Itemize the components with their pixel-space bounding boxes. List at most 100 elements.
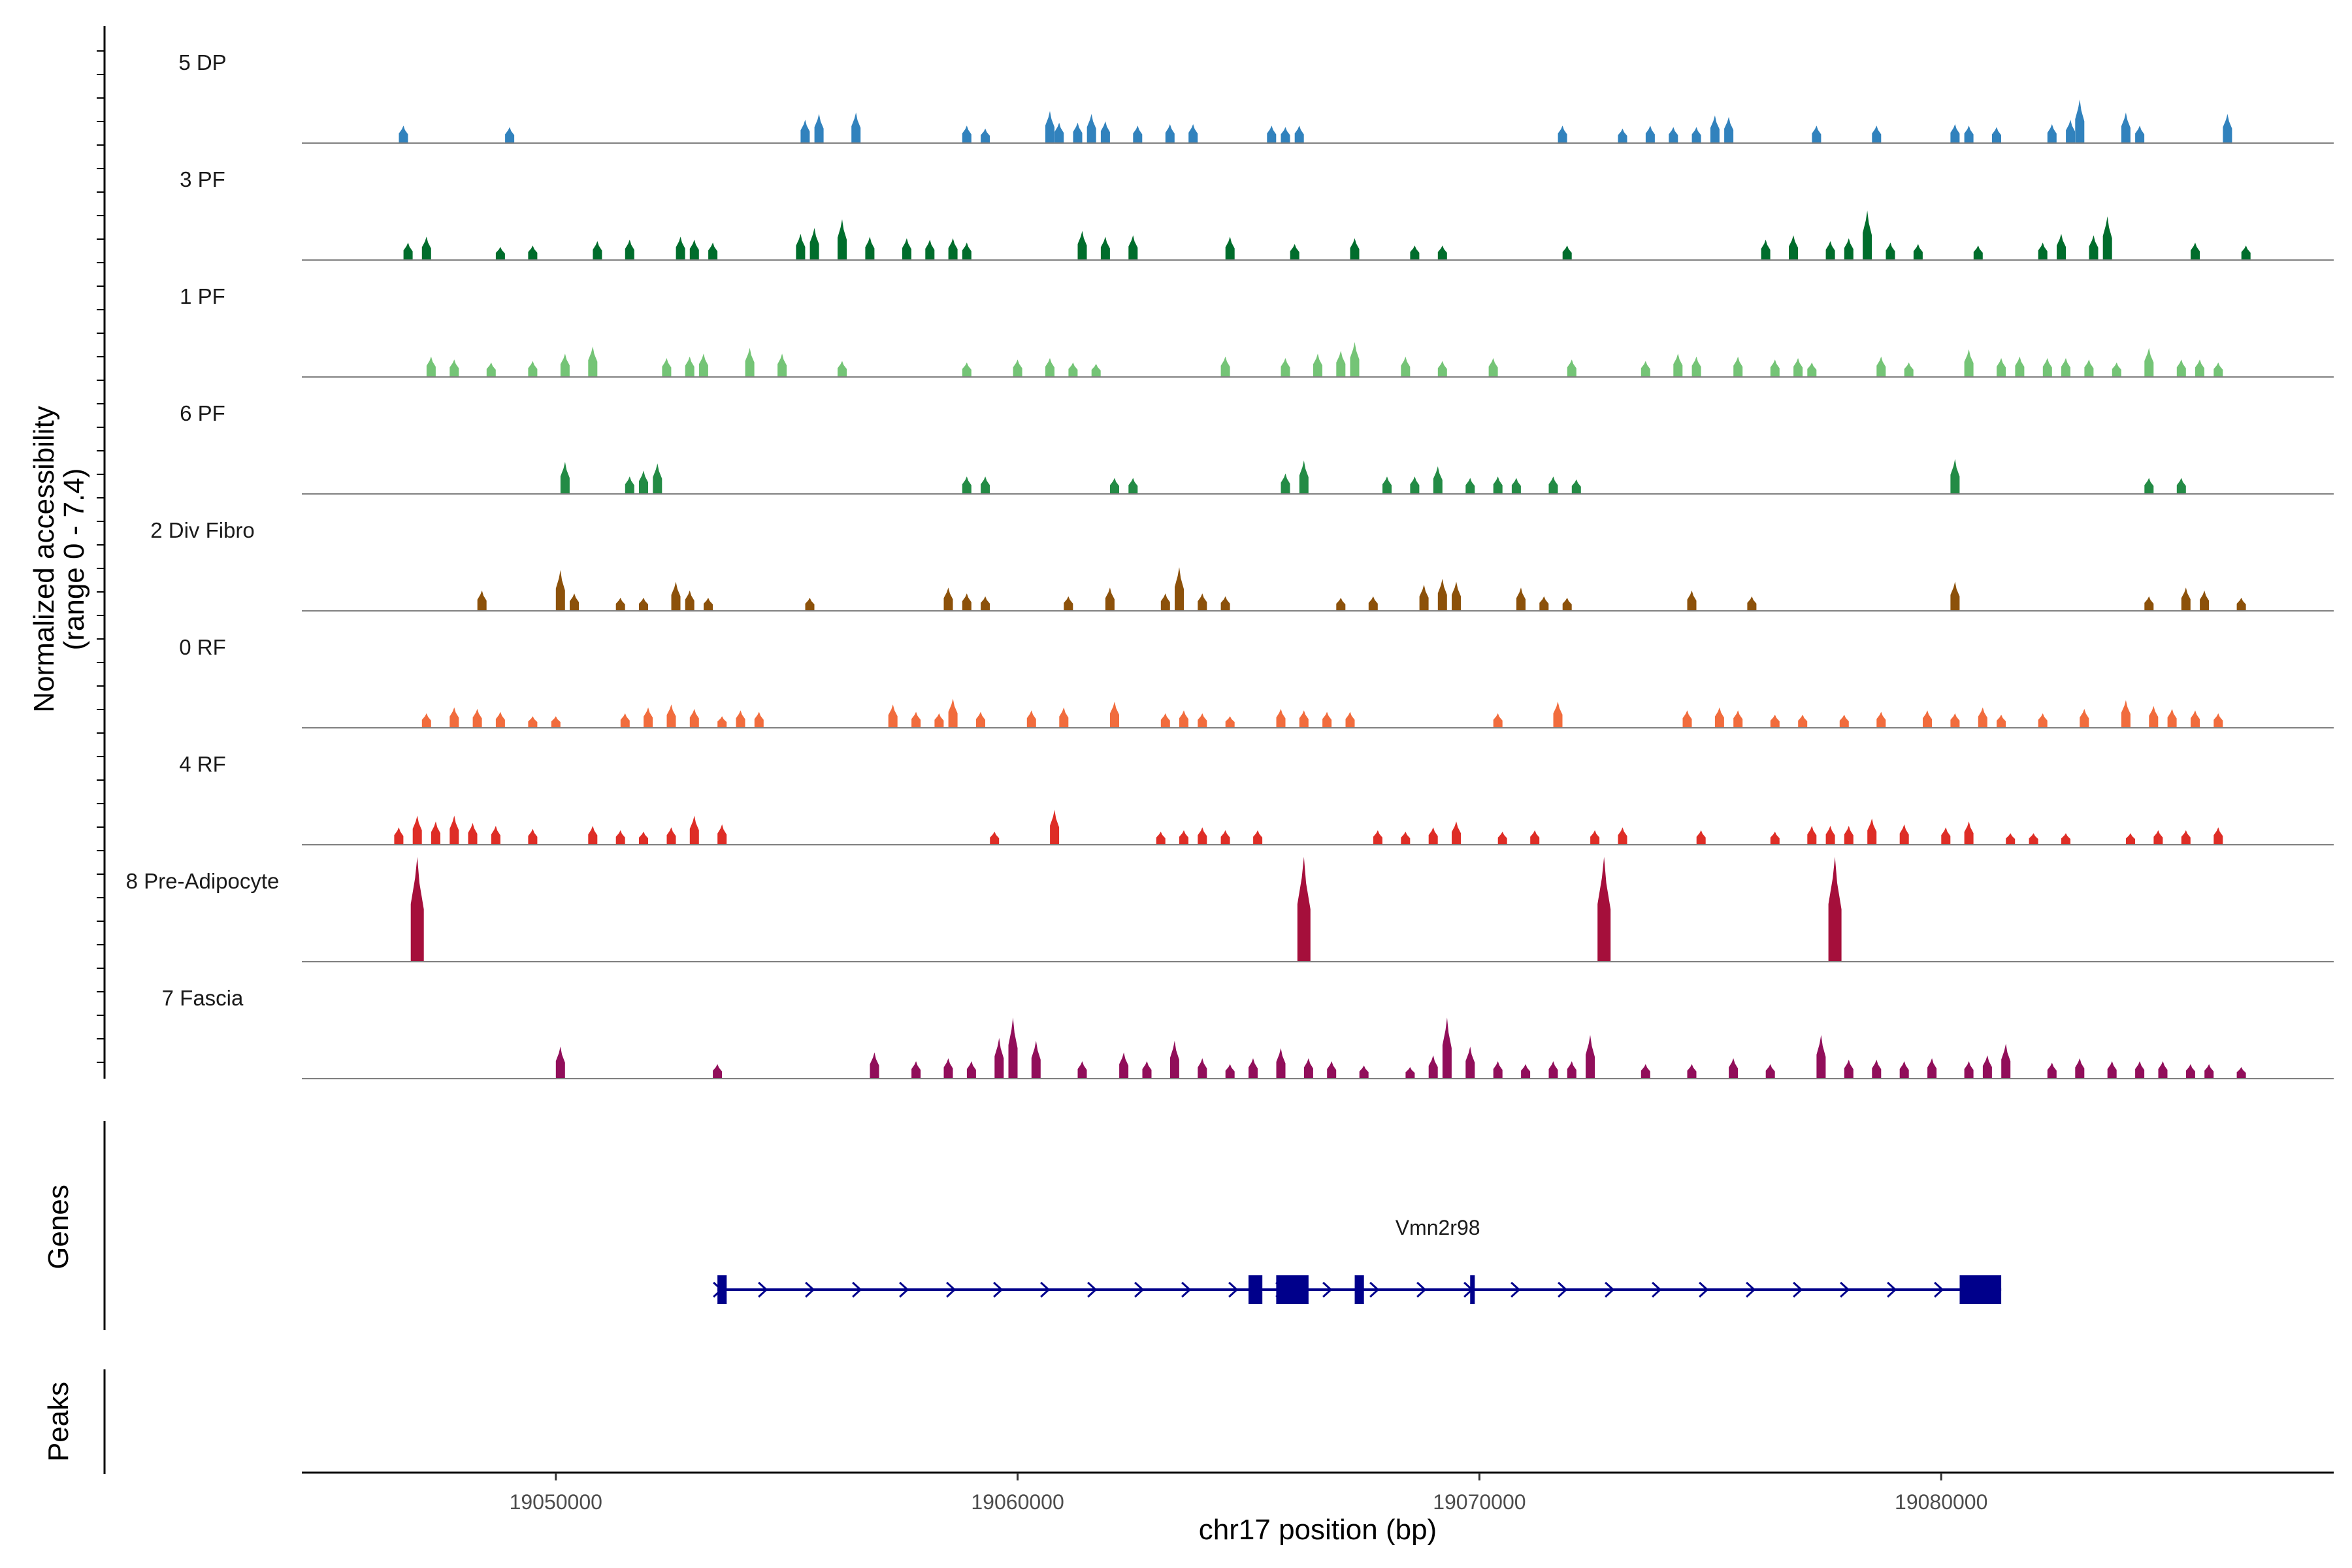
gene-panel: Genes Vmn2r98	[42, 1121, 2002, 1330]
coverage-peak	[1045, 110, 1054, 143]
coverage-peak	[2236, 1067, 2246, 1079]
coverage-peak	[689, 815, 699, 845]
coverage-peak	[1511, 478, 1521, 494]
coverage-peak	[943, 1058, 953, 1079]
coverage-peak	[1997, 714, 2006, 728]
coverage-peak	[1828, 857, 1842, 962]
coverage-peak	[2149, 706, 2159, 728]
coverage-peak	[1054, 122, 1064, 143]
coverage-peak	[1175, 567, 1184, 611]
track-label: 4 RF	[179, 752, 226, 776]
coverage-peak	[1225, 1064, 1235, 1079]
coverage-peak	[1997, 358, 2006, 377]
coverage-peak	[1590, 830, 1600, 845]
coverage-peak	[551, 716, 561, 728]
coverage-peak	[2066, 120, 2076, 143]
coverage-peak	[2102, 216, 2112, 260]
strand-arrow-icon	[1040, 1281, 1051, 1298]
coverage-peak	[495, 246, 505, 260]
coverage-peak	[2204, 1064, 2214, 1079]
coverage-peak	[2075, 1058, 2085, 1079]
coverage-peak	[962, 242, 972, 260]
coverage-peak	[2121, 112, 2131, 143]
x-tick-label: 19080000	[1895, 1490, 1987, 1514]
coverage-peak	[1567, 359, 1576, 377]
coverage-peak	[2038, 713, 2048, 728]
track-7-fascia: 7 Fascia	[162, 986, 2334, 1079]
coverage-peak	[1128, 235, 1138, 260]
coverage-peak	[1198, 827, 1207, 845]
coverage-peak	[851, 112, 861, 143]
gene-exon	[1959, 1275, 2002, 1304]
coverage-peak	[1068, 362, 1078, 377]
track-panel: 5 DP 3 PF 1 PF 6 PF 2 Div Fibro 0 RF 4 RF 8 Pre…	[97, 26, 2334, 1079]
coverage-peak	[717, 716, 727, 728]
coverage-peak	[1696, 830, 1706, 845]
coverage-peak	[1899, 824, 1909, 845]
coverage-peak	[1225, 716, 1235, 728]
coverage-peak	[1807, 826, 1817, 845]
coverage-peak	[1086, 114, 1096, 143]
coverage-peak	[1964, 349, 1974, 377]
coverage-peak	[1188, 124, 1198, 143]
coverage-peak	[1433, 466, 1443, 494]
strand-arrow-icon	[1511, 1281, 1521, 1298]
coverage-peak	[1428, 1055, 1438, 1079]
coverage-peak	[1876, 356, 1886, 377]
track-label: 8 Pre-Adipocyte	[126, 869, 280, 893]
strand-arrow-icon	[899, 1281, 909, 1298]
coverage-peak	[1950, 459, 1960, 494]
coverage-peak	[1973, 245, 1983, 260]
coverage-peak	[477, 590, 487, 611]
coverage-peak	[1733, 710, 1743, 728]
coverage-peak	[754, 711, 764, 728]
coverage-peak	[1345, 711, 1355, 728]
strand-arrow-icon	[1369, 1281, 1380, 1298]
coverage-peak	[2176, 478, 2186, 494]
coverage-peak	[838, 219, 847, 260]
coverage-peak	[1844, 1060, 1854, 1079]
coverage-peak	[1964, 125, 1974, 143]
coverage-peak	[1013, 359, 1022, 377]
coverage-peak	[2135, 1061, 2145, 1079]
coverage-peak	[1493, 1061, 1503, 1079]
coverage-peak	[1026, 710, 1036, 728]
coverage-peak	[1978, 707, 1987, 728]
coverage-peak	[1031, 1041, 1041, 1079]
coverage-peak	[1641, 1064, 1650, 1079]
coverage-peak	[796, 233, 806, 260]
coverage-peak	[1691, 356, 1701, 377]
track-2-div-fibro: 2 Div Fibro	[150, 518, 2334, 612]
coverage-peak	[2144, 348, 2154, 377]
coverage-peak	[2213, 362, 2223, 377]
coverage-peak	[2144, 596, 2154, 611]
coverage-peak	[1064, 596, 1073, 611]
coverage-peak	[421, 237, 431, 260]
coverage-peak	[2001, 1043, 2011, 1079]
coverage-peak	[1964, 821, 1974, 845]
coverage-peak	[708, 242, 718, 260]
coverage-peak	[1059, 707, 1069, 728]
coverage-peak	[948, 698, 958, 728]
coverage-peak	[1160, 713, 1170, 728]
strand-arrow-icon	[1558, 1281, 1568, 1298]
gene-exon	[1248, 1275, 1263, 1304]
coverage-peak	[704, 597, 713, 611]
coverage-peak	[1128, 478, 1138, 494]
coverage-peak	[625, 239, 634, 260]
coverage-peak	[1553, 701, 1563, 728]
coverage-peak	[1807, 362, 1817, 377]
coverage-peak	[1488, 358, 1498, 377]
coverage-peak	[1276, 709, 1286, 728]
coverage-peak	[639, 831, 648, 845]
coverage-peak	[2126, 833, 2135, 845]
coverage-peak	[1220, 596, 1230, 611]
coverage-peak	[410, 857, 424, 962]
coverage-peak	[1350, 238, 1360, 260]
coverage-peak	[1899, 1061, 1909, 1079]
coverage-peak	[1904, 362, 1914, 377]
track-8-pre-adipocyte: 8 Pre-Adipocyte	[126, 857, 2334, 962]
coverage-peak	[662, 358, 672, 377]
coverage-peak	[1119, 1052, 1129, 1079]
coverage-peak	[1045, 358, 1054, 377]
